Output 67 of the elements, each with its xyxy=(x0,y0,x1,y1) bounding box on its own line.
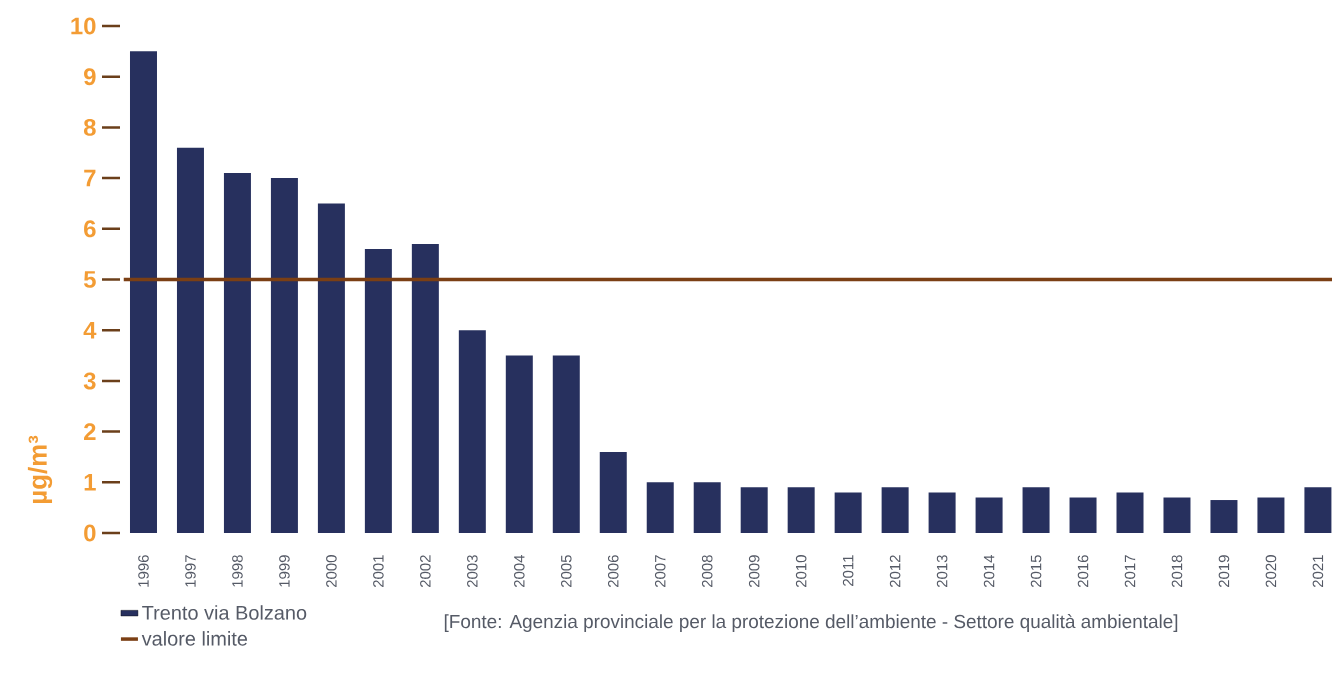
bar xyxy=(740,487,768,533)
bar xyxy=(270,178,298,533)
x-tick-label: 2009 xyxy=(748,555,760,588)
bar xyxy=(1069,497,1097,533)
bar xyxy=(693,482,721,533)
y-tick-label: 2 xyxy=(84,423,96,440)
x-tick-label: 2020 xyxy=(1265,555,1277,588)
y-tick-label: 8 xyxy=(83,118,96,136)
x-tick-label: 2008 xyxy=(701,555,713,588)
bar xyxy=(975,497,1003,533)
bar xyxy=(364,249,392,533)
y-tick-label: 10 xyxy=(71,17,96,35)
x-tick-label: 2016 xyxy=(1077,555,1089,588)
bar xyxy=(928,492,956,533)
bar xyxy=(1022,487,1050,533)
bar xyxy=(599,451,627,533)
y-tick-label: 9 xyxy=(84,68,96,86)
x-tick-label: 2021 xyxy=(1312,555,1324,588)
legend-label: Trento via Bolzano xyxy=(142,605,307,620)
x-tick-label: 1999 xyxy=(279,555,290,587)
x-tick-label: 2012 xyxy=(889,555,901,588)
x-tick-label: 2011 xyxy=(842,555,854,586)
text: [Fonte: Agenzia provinciale per la protezione dell’ambiente - Settore qualità ambientale] xyxy=(444,614,1178,632)
bar xyxy=(129,51,157,533)
x-tick-label: 2010 xyxy=(795,555,807,588)
bar xyxy=(176,147,204,533)
y-tick-label: 5 xyxy=(83,271,96,288)
x-tick-label: 2019 xyxy=(1218,555,1230,588)
bar xyxy=(1257,497,1285,533)
x-tick-label: 2007 xyxy=(654,555,666,588)
x-tick-label: 2000 xyxy=(326,555,337,588)
bar xyxy=(646,482,674,533)
bar xyxy=(223,173,251,533)
bar xyxy=(552,355,580,533)
x-tick-label: 2017 xyxy=(1124,555,1136,588)
bar xyxy=(1304,487,1332,533)
bar xyxy=(317,203,345,533)
bar xyxy=(1116,492,1144,533)
y-tick-label: 1 xyxy=(84,474,96,491)
x-tick-label: 2014 xyxy=(983,554,995,588)
x-tick-label: 2001 xyxy=(373,555,384,588)
x-tick-label: 2005 xyxy=(560,555,572,588)
bar xyxy=(458,330,486,533)
x-tick-label: 2015 xyxy=(1030,555,1042,588)
bar xyxy=(834,492,862,533)
x-tick-label: 2006 xyxy=(607,555,619,588)
bar xyxy=(411,244,439,533)
y-tick-label: 4 xyxy=(83,321,97,339)
y-tick-label: 6 xyxy=(84,220,96,238)
y-tick-label: 0 xyxy=(84,524,96,542)
x-tick-label: 1997 xyxy=(185,555,196,587)
x-tick-label: 2018 xyxy=(1171,555,1183,588)
x-tick-label: 2013 xyxy=(936,555,948,588)
x-tick-label: 2002 xyxy=(420,555,431,588)
bar xyxy=(787,487,815,533)
legend-label: valore limite xyxy=(141,631,248,646)
x-tick-label: 2004 xyxy=(514,554,525,588)
bar xyxy=(1210,500,1238,533)
bar xyxy=(505,355,533,533)
y-tick-label: 7 xyxy=(84,169,96,187)
x-tick-label: 1998 xyxy=(232,555,243,587)
y-tick-label: 3 xyxy=(83,372,96,390)
x-tick-label: 1996 xyxy=(138,555,149,587)
y-axis-title: µg/m³ xyxy=(27,435,53,504)
bar xyxy=(1163,497,1191,533)
bar xyxy=(881,487,909,533)
x-tick-label: 2003 xyxy=(467,555,478,588)
